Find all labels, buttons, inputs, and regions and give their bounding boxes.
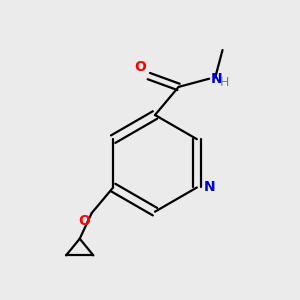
Text: N: N bbox=[204, 181, 216, 194]
Text: N: N bbox=[211, 72, 222, 86]
Text: O: O bbox=[78, 214, 90, 228]
Text: O: O bbox=[134, 60, 146, 74]
Text: H: H bbox=[220, 76, 229, 89]
